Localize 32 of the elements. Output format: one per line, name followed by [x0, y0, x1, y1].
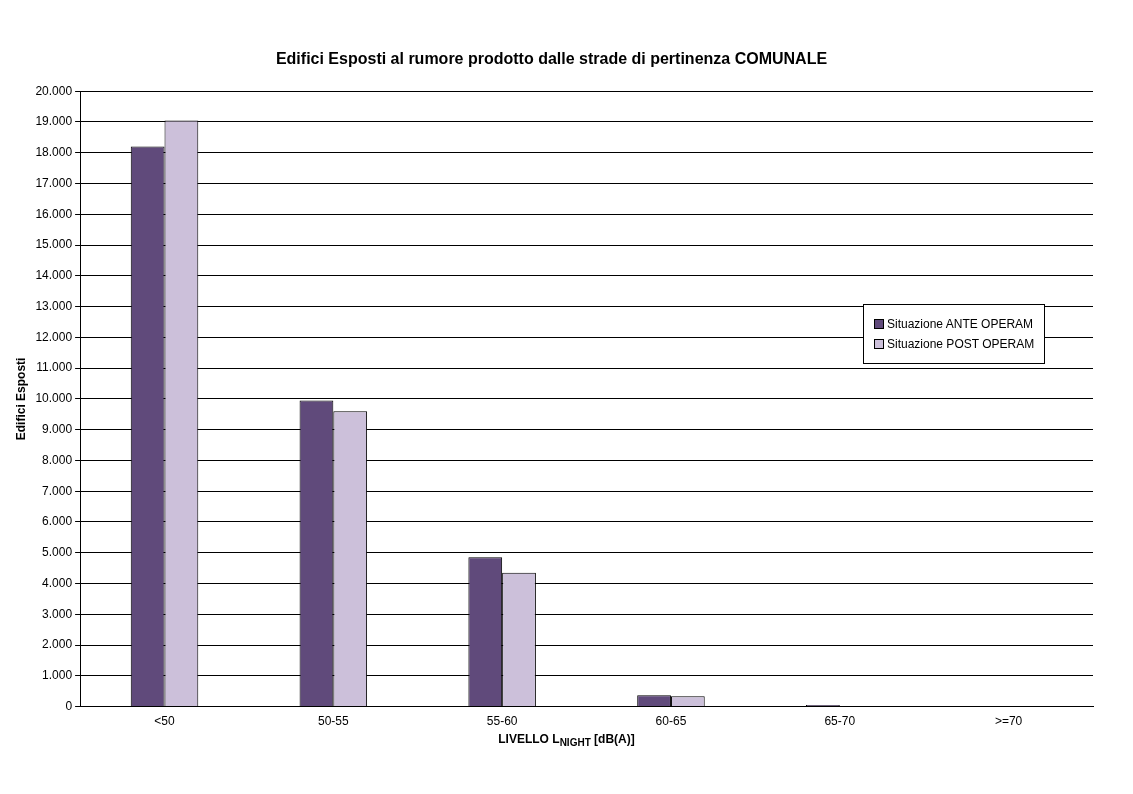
x-tick-label: >=70	[994, 714, 1023, 729]
y-tick-label: 13.000	[35, 298, 73, 313]
x-axis-title: LIVELLO L$_{NIGHT}$ [dB(A)]	[497, 732, 636, 749]
y-tick-label: 3.000	[42, 606, 73, 621]
x-tick-label: 65-70	[824, 714, 856, 729]
y-tick-label: 20.000	[35, 83, 73, 98]
y-tick-label: 5.000	[42, 545, 73, 560]
chart-title: Edifici Esposti al rumore prodotto dalle strade di pertinenza COMUNALE	[275, 50, 828, 68]
y-tick-label: 1.000	[42, 668, 73, 683]
y-tick-label: 14.000	[35, 268, 73, 283]
y-axis-title: Edifici Esposti	[13, 357, 28, 441]
y-tick-label: 0	[65, 698, 73, 713]
y-tick-label: 11.000	[36, 360, 73, 375]
y-tick-label: 2.000	[42, 637, 73, 652]
y-tick-label: 4.000	[42, 575, 73, 590]
x-tick-label: 50-55	[317, 714, 349, 729]
y-tick-label: 19.000	[35, 114, 73, 129]
y-tick-label: 9.000	[42, 421, 73, 436]
x-tick-label: 60-65	[655, 714, 687, 729]
x-tick-label: 55-60	[486, 714, 518, 729]
y-tick-label: 18.000	[35, 145, 73, 160]
y-tick-label: 15.000	[35, 237, 73, 252]
y-tick-label: 16.000	[35, 206, 73, 221]
y-tick-label: 8.000	[42, 452, 73, 467]
x-tick-label: <50	[154, 714, 176, 729]
legend-label: Situazione POST OPERAM	[886, 336, 1035, 351]
y-tick-label: 10.000	[35, 391, 73, 406]
y-tick-label: 7.000	[42, 483, 73, 498]
y-tick-label: 12.000	[35, 329, 73, 344]
y-tick-label: 17.000	[35, 175, 73, 190]
legend-label: Situazione ANTE OPERAM	[886, 316, 1035, 331]
y-tick-label: 6.000	[42, 514, 73, 529]
